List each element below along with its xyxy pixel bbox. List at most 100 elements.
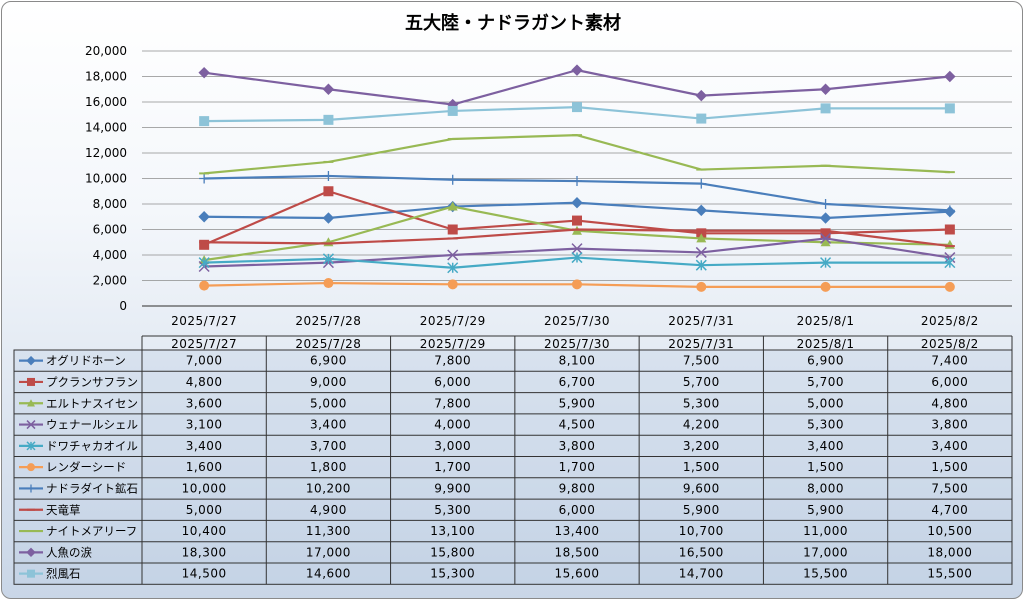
- y-tick-label: 8,000: [93, 197, 127, 211]
- table-cell: 8,000: [807, 481, 844, 495]
- series-name: 人魚の涙: [46, 545, 92, 559]
- data-point: [696, 178, 707, 189]
- data-point: [198, 211, 210, 223]
- y-tick-label: 2,000: [93, 274, 127, 288]
- series-7: [199, 170, 955, 216]
- legend-key: [19, 569, 43, 578]
- table-cell: 11,000: [803, 524, 848, 538]
- legend-marker: [27, 484, 35, 493]
- table-cell: 3,700: [310, 439, 347, 453]
- y-tick-label: 18,000: [85, 70, 127, 84]
- data-point: [819, 83, 832, 95]
- data-point: [447, 262, 459, 274]
- table-cell: 13,100: [430, 524, 475, 538]
- table-cell: 5,900: [683, 503, 720, 517]
- series-name: エルトナスイセン: [46, 396, 138, 410]
- data-point: [323, 278, 334, 289]
- table-cell: 6,000: [434, 375, 471, 389]
- table-body: [13, 349, 1013, 585]
- data-point: [447, 279, 458, 290]
- table-cell: 18,300: [182, 545, 227, 559]
- x-tick-label: 2025/7/29: [420, 314, 486, 328]
- data-point: [571, 64, 583, 76]
- table-cell: 5,300: [434, 503, 471, 517]
- table-cell: 10,500: [927, 524, 972, 538]
- legend-key: [19, 547, 43, 558]
- table-cell: 14,600: [306, 567, 351, 581]
- data-point: [819, 212, 832, 224]
- table-header-label: 2025/7/31: [668, 337, 734, 351]
- data-point: [820, 232, 832, 244]
- table-cell: 10,200: [306, 481, 351, 495]
- data-point: [322, 83, 335, 95]
- legend-marker: [27, 399, 35, 407]
- data-point: [820, 237, 831, 247]
- table-cell: 9,600: [683, 481, 720, 495]
- table-cell: 5,300: [683, 396, 720, 410]
- series-name: レンダーシード: [46, 460, 126, 474]
- data-point: [820, 103, 831, 114]
- series-name: オグリドホーン: [46, 354, 126, 368]
- table-cell: 15,500: [803, 567, 848, 581]
- series-name: 天竜草: [46, 503, 81, 517]
- series-name: 烈風石: [46, 567, 81, 581]
- table-cell: 18,000: [927, 545, 972, 559]
- series-line: [204, 134, 950, 175]
- data-point: [323, 170, 334, 181]
- table-cell: 1,500: [683, 460, 720, 474]
- data-point: [571, 252, 583, 264]
- data-point: [696, 228, 707, 239]
- table-cell: 4,500: [559, 418, 596, 432]
- data-point: [447, 249, 459, 261]
- table-cell: 1,800: [310, 460, 347, 474]
- y-tick-label: 6,000: [93, 223, 127, 237]
- y-axis-ticks: 0 2,000 4,000 6,000 8,000 10,000 12,000 14,000 1…: [85, 44, 127, 313]
- data-point: [572, 102, 582, 113]
- data-point: [695, 259, 707, 271]
- y-tick-label: 0: [119, 299, 127, 313]
- table-cell: 15,500: [927, 567, 972, 581]
- table-cell: 3,200: [683, 439, 720, 453]
- data-point: [572, 279, 582, 290]
- data-point: [572, 176, 582, 187]
- series-name: ナドラダイト鉱石: [46, 481, 138, 495]
- data-point: [944, 205, 955, 216]
- series-9: [199, 134, 955, 175]
- table-cell: 1,700: [559, 460, 596, 474]
- y-tick-label: 20,000: [85, 44, 127, 58]
- table-cell: 13,400: [555, 524, 600, 538]
- data-point: [199, 280, 210, 291]
- legend-marker: [26, 355, 36, 366]
- data-point: [695, 246, 707, 258]
- data-point: [198, 66, 210, 79]
- y-tick-label: 4,000: [93, 248, 127, 262]
- y-tick-label: 12,000: [85, 146, 127, 160]
- table-header-label: 2025/7/27: [171, 337, 237, 351]
- table-cell: 17,000: [306, 545, 351, 559]
- table-cell: 3,400: [186, 439, 223, 453]
- table-cell: 4,200: [683, 418, 720, 432]
- x-tick-label: 2025/7/30: [544, 314, 610, 328]
- table-cell: 3,600: [186, 396, 223, 410]
- series-8: [199, 228, 955, 248]
- legend-marker: [27, 463, 35, 472]
- table-cell: 9,900: [434, 481, 471, 495]
- data-point: [944, 103, 955, 114]
- table-cell: 10,400: [182, 524, 227, 538]
- data-point: [199, 239, 210, 250]
- data-point: [323, 114, 334, 125]
- series-name: ウェナールシェル: [46, 418, 138, 432]
- table-cell: 6,000: [559, 503, 596, 517]
- series-name: プクランサフラン: [46, 375, 138, 389]
- data-point: [944, 70, 956, 83]
- data-point: [820, 199, 831, 209]
- x-tick-label: 2025/7/27: [171, 314, 237, 328]
- legend-key: [19, 377, 43, 386]
- data-table: 2025/7/27 2025/7/28 2025/7/29 2025/7/30 2025…: [13, 335, 1013, 585]
- table-cell: 8,100: [559, 354, 596, 368]
- x-tick-label: 2025/7/31: [668, 314, 734, 328]
- legend-marker: [27, 569, 35, 578]
- table-cell: 5,000: [807, 396, 844, 410]
- data-point: [944, 281, 955, 292]
